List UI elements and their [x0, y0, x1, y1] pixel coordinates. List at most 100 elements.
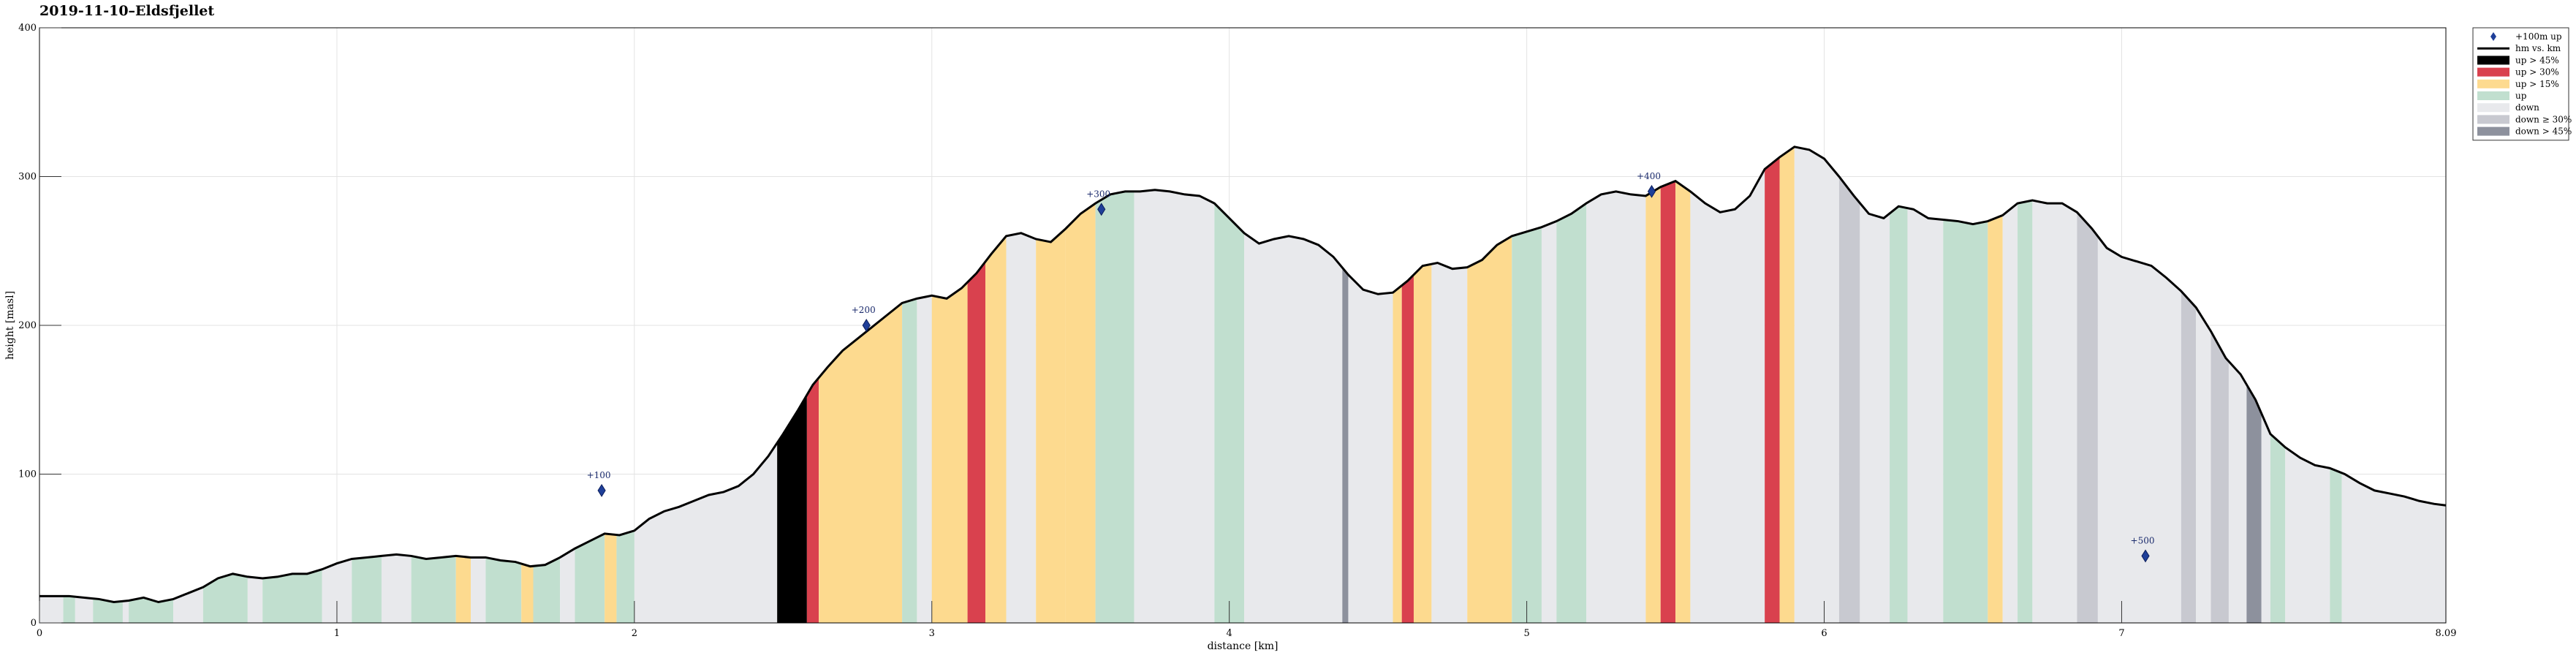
- segment-up30: [1765, 157, 1780, 624]
- segment-up30: [806, 377, 819, 623]
- climb-marker-label: +100: [587, 470, 611, 480]
- segment-down: [2228, 361, 2247, 623]
- segment-up: [93, 598, 123, 623]
- segment-down: [1586, 191, 1646, 624]
- x-tick-label: 0: [37, 628, 42, 639]
- legend-swatch-up: [2477, 91, 2509, 100]
- legend-swatch-up30: [2477, 67, 2509, 77]
- axis-ticks: 0 1 2 3 4 5 6 7 8.09 0 100 200 300 400: [18, 23, 2456, 639]
- segment-down: [1907, 208, 1944, 624]
- segment-down30: [2211, 331, 2229, 623]
- y-tick-label: 300: [18, 172, 37, 183]
- segment-up: [2018, 200, 2033, 623]
- legend-label-down: down: [2515, 102, 2539, 113]
- legend-swatch-down45: [2477, 126, 2509, 136]
- y-tick-label: 100: [18, 469, 37, 480]
- x-tick-label-end: 8.09: [2436, 628, 2457, 639]
- climb-marker: [597, 483, 606, 497]
- legend-label-line: hm vs. km: [2515, 43, 2561, 53]
- segment-up15: [1413, 264, 1432, 623]
- segment-up: [129, 597, 174, 623]
- segment-down: [1006, 232, 1037, 624]
- y-tick-label: 400: [18, 23, 37, 34]
- segment-up15: [1645, 186, 1661, 623]
- segment-up15: [521, 564, 534, 623]
- segment-up: [1556, 203, 1586, 623]
- segment-up: [1943, 219, 1988, 623]
- segment-up: [2270, 434, 2286, 623]
- y-tick-label: 0: [31, 618, 37, 629]
- segment-up: [1512, 227, 1542, 623]
- legend-swatch-down30: [2477, 115, 2509, 124]
- segment-up15: [1675, 181, 1691, 624]
- segment-up30: [967, 261, 986, 623]
- segment-down: [1541, 221, 1557, 623]
- segment-up: [202, 573, 248, 623]
- legend-marker-symbol: [2490, 32, 2496, 41]
- segment-down: [1348, 274, 1393, 623]
- segment-up30: [1660, 181, 1676, 624]
- legend-label-marker: +100m up: [2515, 31, 2562, 42]
- segment-down: [122, 600, 129, 623]
- segment-up: [352, 556, 382, 623]
- segment-up15: [1467, 235, 1512, 623]
- segment-down: [1134, 189, 1215, 623]
- gradient-segments: [39, 146, 2446, 624]
- legend-label-down45: down > 45%: [2515, 126, 2572, 137]
- x-tick-label: 2: [632, 628, 637, 639]
- segment-down: [634, 442, 778, 623]
- segment-up15: [1393, 285, 1402, 623]
- segment-up: [575, 533, 605, 623]
- segment-up15: [1988, 215, 2003, 623]
- segment-up30: [1401, 274, 1414, 623]
- segment-down30: [1838, 176, 1860, 623]
- segment-up15: [1779, 146, 1795, 624]
- segment-up15: [455, 556, 471, 623]
- y-axis-label: height [masl]: [4, 291, 16, 360]
- segment-down: [560, 548, 575, 623]
- segment-down: [322, 559, 352, 623]
- segment-down: [2002, 203, 2018, 623]
- segment-up: [616, 530, 634, 623]
- climb-marker: [2141, 549, 2150, 563]
- legend-label-up45: up > 45%: [2515, 55, 2559, 65]
- segment-up: [63, 596, 75, 623]
- segment-down: [2097, 236, 2181, 623]
- climb-marker-label: +400: [1637, 171, 1661, 181]
- segment-up45: [777, 395, 807, 623]
- legend-label-down30: down ≥ 30%: [2515, 114, 2572, 124]
- segment-up: [902, 298, 917, 623]
- x-tick-label: 3: [929, 628, 935, 639]
- legend-swatch-up15: [2477, 79, 2509, 88]
- climb-marker: [1647, 184, 1656, 198]
- segment-up: [262, 569, 322, 623]
- legend-swatch-up45: [2477, 56, 2509, 65]
- segment-down45: [1342, 268, 1349, 623]
- segment-up: [533, 557, 561, 623]
- segment-down: [1244, 232, 1343, 624]
- x-tick-label: 4: [1227, 628, 1232, 639]
- segment-up: [1890, 206, 1908, 623]
- legend-label-up15: up > 15%: [2515, 79, 2559, 89]
- segment-up: [485, 557, 522, 623]
- x-axis-label: distance [km]: [1208, 640, 1278, 652]
- segment-down: [381, 554, 412, 623]
- segment-up: [411, 556, 456, 623]
- segment-down45: [2246, 384, 2262, 623]
- legend-swatch-down: [2477, 103, 2509, 113]
- segment-up: [1214, 203, 1245, 623]
- y-tick-label: 200: [18, 320, 37, 331]
- segment-up: [2330, 468, 2342, 623]
- legend-label-up30: up > 30%: [2515, 67, 2559, 77]
- legend-label-up: up: [2515, 91, 2527, 101]
- profile-line: [39, 145, 2447, 604]
- segment-down: [2261, 413, 2270, 623]
- climb-marker-label: +300: [1086, 189, 1110, 199]
- segment-down: [2032, 200, 2077, 623]
- segment-down: [2285, 447, 2330, 623]
- climb-marker: [1097, 203, 1106, 216]
- segment-down: [1794, 146, 1839, 624]
- segment-down: [2196, 307, 2211, 623]
